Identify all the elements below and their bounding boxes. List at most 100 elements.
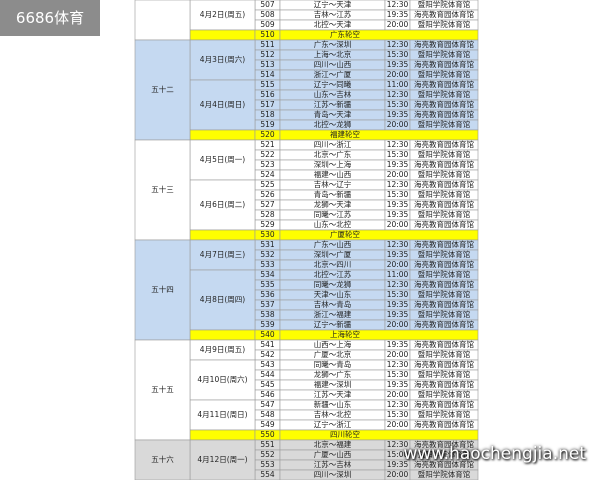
game-time: 15:30 bbox=[387, 150, 409, 159]
bye-text: 福建轮空 bbox=[330, 129, 360, 139]
venue: 暨阳学院体育馆 bbox=[418, 309, 471, 319]
venue: 暨阳学院体育馆 bbox=[418, 249, 471, 259]
game-number: 532 bbox=[260, 250, 275, 259]
round: 五十四 bbox=[151, 284, 174, 294]
matchup: 北控～天津 bbox=[314, 19, 352, 29]
date: 4月9日(周五) bbox=[200, 345, 245, 354]
game-time: 19:35 bbox=[387, 160, 409, 169]
venue: 海亮教育园体育馆 bbox=[414, 59, 474, 69]
venue: 暨阳学院体育馆 bbox=[418, 289, 471, 299]
game-time: 15:30 bbox=[387, 370, 409, 379]
game-number: 531 bbox=[260, 240, 275, 249]
matchup: 同曦～龙狮 bbox=[314, 279, 352, 289]
game-time: 20:00 bbox=[387, 350, 409, 359]
matchup: 北京～四川 bbox=[314, 259, 352, 269]
game-time: 20:00 bbox=[387, 320, 409, 329]
game-number: 508 bbox=[260, 10, 275, 19]
game-time: 12:30 bbox=[387, 440, 409, 449]
game-number: 543 bbox=[260, 360, 275, 369]
bye-text: 四川轮空 bbox=[330, 429, 360, 439]
matchup: 北控～江苏 bbox=[314, 269, 352, 279]
matchup: 青岛～天津 bbox=[314, 109, 352, 119]
game-time: 12:30 bbox=[387, 140, 409, 149]
venue: 暨阳学院体育馆 bbox=[418, 369, 471, 379]
venue: 海亮教育园体育馆 bbox=[414, 319, 474, 329]
game-number: 536 bbox=[260, 290, 275, 299]
matchup: 山西～上海 bbox=[314, 339, 352, 349]
game-number: 519 bbox=[260, 120, 275, 129]
date: 4月4日(周日) bbox=[200, 100, 245, 109]
game-time: 19:35 bbox=[387, 460, 409, 469]
game-number: 542 bbox=[260, 350, 275, 359]
game-number: 523 bbox=[260, 160, 275, 169]
cell bbox=[189, 29, 256, 41]
matchup: 广厦～山西 bbox=[314, 449, 352, 459]
game-number: 527 bbox=[260, 200, 275, 209]
game-number: 518 bbox=[260, 110, 275, 119]
matchup: 青岛～新疆 bbox=[314, 189, 352, 199]
venue: 海亮教育园体育馆 bbox=[414, 139, 474, 149]
venue: 暨阳学院体育馆 bbox=[418, 169, 471, 179]
date: 4月12日(周一) bbox=[197, 455, 247, 464]
venue: 海亮教育园体育馆 bbox=[414, 79, 474, 89]
game-number: 544 bbox=[260, 370, 275, 379]
game-number: 535 bbox=[260, 280, 275, 289]
game-number: 516 bbox=[260, 90, 275, 99]
game-number: 549 bbox=[260, 420, 275, 429]
game-time: 20:00 bbox=[387, 220, 409, 229]
game-number: 534 bbox=[260, 270, 275, 279]
matchup: 福建～深圳 bbox=[314, 379, 352, 389]
date: 4月3日(周六) bbox=[200, 54, 245, 64]
venue: 暨阳学院体育馆 bbox=[418, 49, 471, 59]
venue: 海亮教育园体育馆 bbox=[414, 99, 474, 109]
cell bbox=[279, 329, 479, 341]
matchup: 山东～北控 bbox=[314, 219, 352, 229]
game-time: 12:30 bbox=[387, 280, 409, 289]
matchup: 江苏～天津 bbox=[314, 389, 352, 399]
matchup: 四川～山西 bbox=[314, 59, 352, 69]
game-time: 19:35 bbox=[387, 250, 409, 259]
cell bbox=[279, 229, 479, 241]
game-time: 19:35 bbox=[387, 310, 409, 319]
game-time: 19:35 bbox=[387, 60, 409, 69]
matchup: 吉林～辽宁 bbox=[314, 179, 352, 189]
venue: 海亮教育园体育馆 bbox=[414, 109, 474, 119]
game-number: 533 bbox=[260, 260, 275, 269]
game-number: 529 bbox=[260, 220, 275, 229]
venue: 暨阳学院体育馆 bbox=[418, 209, 471, 219]
date: 4月7日(周三) bbox=[200, 250, 245, 259]
venue: 暨阳学院体育馆 bbox=[418, 469, 471, 479]
cell bbox=[134, 0, 191, 41]
game-number: 507 bbox=[260, 0, 275, 9]
game-number: 515 bbox=[260, 80, 275, 89]
game-time: 12:30 bbox=[387, 360, 409, 369]
game-time: 15:00 bbox=[387, 450, 409, 459]
matchup: 新疆～山东 bbox=[314, 399, 352, 409]
venue: 暨阳学院体育馆 bbox=[418, 19, 471, 29]
game-number: 541 bbox=[260, 340, 275, 349]
game-time: 12:30 bbox=[387, 180, 409, 189]
matchup: 吉林～青岛 bbox=[314, 299, 352, 309]
game-number: 511 bbox=[260, 40, 275, 49]
game-time: 20:00 bbox=[387, 70, 409, 79]
game-time: 11:00 bbox=[387, 80, 409, 89]
cell bbox=[189, 329, 256, 341]
game-number: 513 bbox=[260, 60, 275, 69]
date: 4月5日(周一) bbox=[200, 155, 245, 164]
round: 五十二 bbox=[151, 84, 174, 94]
game-number: 552 bbox=[260, 450, 275, 459]
game-number: 551 bbox=[260, 440, 275, 449]
matchup: 浙江～广厦 bbox=[314, 69, 352, 79]
game-time: 15:30 bbox=[387, 290, 409, 299]
date: 4月10日(周六) bbox=[197, 374, 247, 384]
matchup: 深圳～广厦 bbox=[314, 249, 352, 259]
game-number: 512 bbox=[260, 50, 275, 59]
game-number: 521 bbox=[260, 140, 275, 149]
matchup: 江苏～新疆 bbox=[314, 99, 352, 109]
bye-number: 520 bbox=[260, 130, 275, 139]
venue: 海亮教育园体育馆 bbox=[414, 419, 474, 429]
game-time: 15:30 bbox=[387, 410, 409, 419]
bye-number: 530 bbox=[260, 230, 275, 239]
game-time: 20:00 bbox=[387, 260, 409, 269]
venue: 暨阳学院体育馆 bbox=[418, 449, 471, 459]
